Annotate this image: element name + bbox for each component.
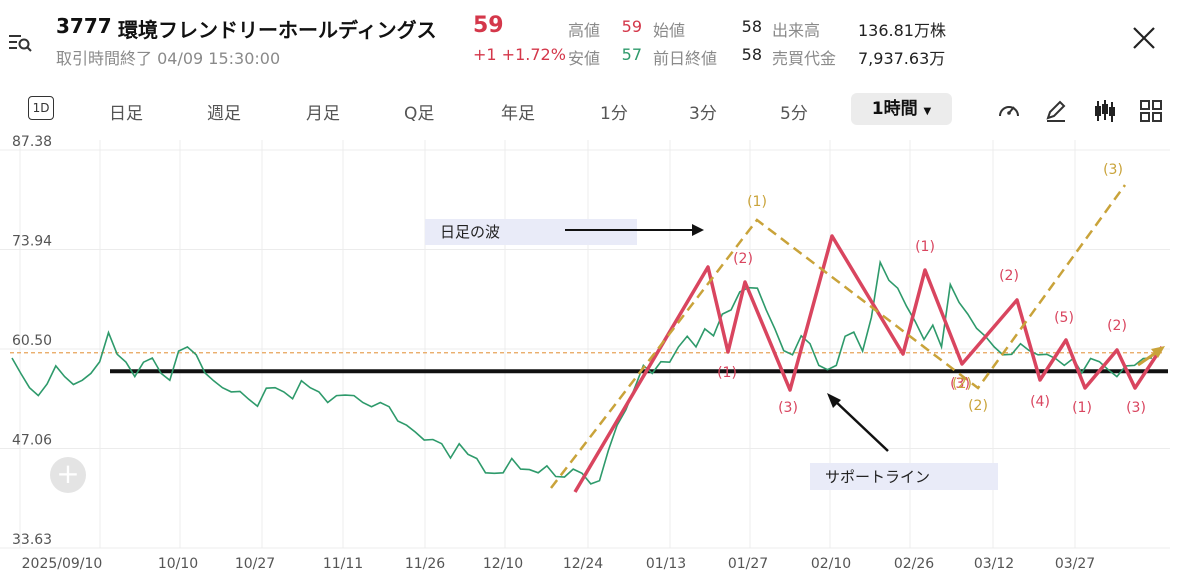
x-tick-label: 02/10 — [811, 556, 851, 572]
x-tick-label: 2025/09/10 — [22, 556, 103, 572]
stat-turnover-value: 7,937.63万 — [858, 49, 946, 68]
price-change: +1 +1.72% — [473, 45, 566, 64]
stat-open-label: 始値 — [653, 21, 686, 40]
y-tick-label: 47.06 — [12, 433, 52, 449]
x-tick-label: 12/10 — [483, 556, 523, 572]
price-chart[interactable]: 87.38 73.94 60.50 47.06 33.63 2025/09/10 10/10… — [0, 135, 1200, 580]
wave-red-label: (1) — [717, 365, 737, 381]
x-tick-label: 03/27 — [1055, 556, 1095, 572]
wave-gold-label: (1) — [747, 194, 767, 210]
stat-turnover-label: 売買代金 — [772, 49, 837, 68]
annotation-support-line: サポートライン — [825, 468, 930, 486]
wave-red-label: (1) — [915, 239, 935, 255]
y-tick-label: 60.50 — [12, 333, 52, 349]
tab-5min[interactable]: 5分 — [780, 104, 808, 124]
wave-red-label: (2) — [733, 251, 753, 267]
y-tick-label: 87.38 — [12, 135, 52, 150]
pen-icon[interactable] — [1043, 98, 1069, 124]
x-tick-label: 03/12 — [974, 556, 1014, 572]
wave-gold-arrowhead — [1151, 346, 1165, 358]
tab-1min[interactable]: 1分 — [600, 104, 628, 124]
x-tick-label: 01/13 — [646, 556, 686, 572]
tab-quarterly[interactable]: Q足 — [404, 104, 435, 124]
stat-high-value: 59 — [621, 17, 642, 36]
y-tick-label: 73.94 — [12, 234, 52, 250]
trading-status: 取引時間終了 04/09 15:30:00 — [56, 49, 281, 68]
tab-weekly[interactable]: 週足 — [207, 104, 241, 124]
y-tick-label: 33.63 — [12, 532, 52, 548]
current-price: 59 — [473, 13, 504, 38]
price-series-line — [11, 259, 1153, 485]
tab-monthly[interactable]: 月足 — [306, 104, 340, 124]
wave-gold-line — [550, 184, 1127, 489]
x-tick-label: 01/27 — [728, 556, 768, 572]
wave-gold-label: (3) — [1103, 162, 1123, 178]
x-tick-label: 12/24 — [563, 556, 603, 572]
caret-down-icon: ▼ — [923, 106, 932, 117]
wave-red-line — [573, 234, 1164, 493]
close-icon[interactable] — [1130, 24, 1158, 52]
stat-low-label: 安値 — [568, 49, 601, 68]
tab-1hour-label: 1時間 — [871, 99, 918, 119]
stock-code: 3777 — [56, 14, 112, 38]
menu-search-icon[interactable] — [8, 32, 32, 52]
stat-prev-close-label: 前日終値 — [653, 49, 718, 68]
annotation-arrow-2-head — [827, 393, 841, 408]
wave-red-label: (4) — [1030, 394, 1050, 410]
stat-prev-close-value: 58 — [741, 45, 762, 64]
tab-3min[interactable]: 3分 — [689, 104, 717, 124]
x-tick-label: 11/11 — [323, 556, 363, 572]
wave-red-label: (3) — [950, 376, 970, 392]
tab-daily[interactable]: 日足 — [109, 104, 143, 124]
company-name: 環境フレンドリーホールディングス — [118, 18, 437, 42]
tab-1hour[interactable]: 1時間 ▼ — [851, 93, 952, 125]
wave-red-label: (2) — [1107, 318, 1127, 334]
x-tick-label: 02/26 — [894, 556, 934, 572]
annotation-arrow-1-head — [692, 224, 704, 236]
grid-icon[interactable] — [1138, 98, 1164, 124]
stat-low-value: 57 — [621, 45, 642, 64]
speedometer-icon[interactable] — [996, 98, 1022, 124]
wave-red-label: (2) — [999, 268, 1019, 284]
x-tick-label: 11/26 — [405, 556, 445, 572]
stat-volume-value: 136.81万株 — [858, 21, 946, 40]
wave-gold-label: (2) — [952, 376, 972, 392]
wave-gold-label: (2) — [968, 398, 988, 414]
annotation-box-support — [810, 463, 998, 490]
annotation-arrow-2-shaft — [833, 399, 889, 452]
wave-red-label: (3) — [1126, 400, 1146, 416]
x-tick-label: 10/10 — [158, 556, 198, 572]
wave-red-label: (1) — [1072, 400, 1092, 416]
x-tick-label: 10/27 — [235, 556, 275, 572]
stat-high-label: 高値 — [568, 21, 601, 40]
annotation-box-daily-wave — [425, 219, 637, 245]
annotation-daily-wave: 日足の波 — [440, 223, 500, 241]
tab-1d-icon[interactable]: 1D — [28, 96, 54, 120]
stat-volume-label: 出来高 — [772, 21, 821, 40]
wave-red-label: (3) — [778, 400, 798, 416]
candlestick-icon[interactable] — [1092, 98, 1118, 124]
wave-red-label: (5) — [1054, 310, 1074, 326]
stat-open-value: 58 — [741, 17, 762, 36]
tab-yearly[interactable]: 年足 — [501, 104, 535, 124]
plus-icon[interactable]: + — [50, 457, 86, 493]
